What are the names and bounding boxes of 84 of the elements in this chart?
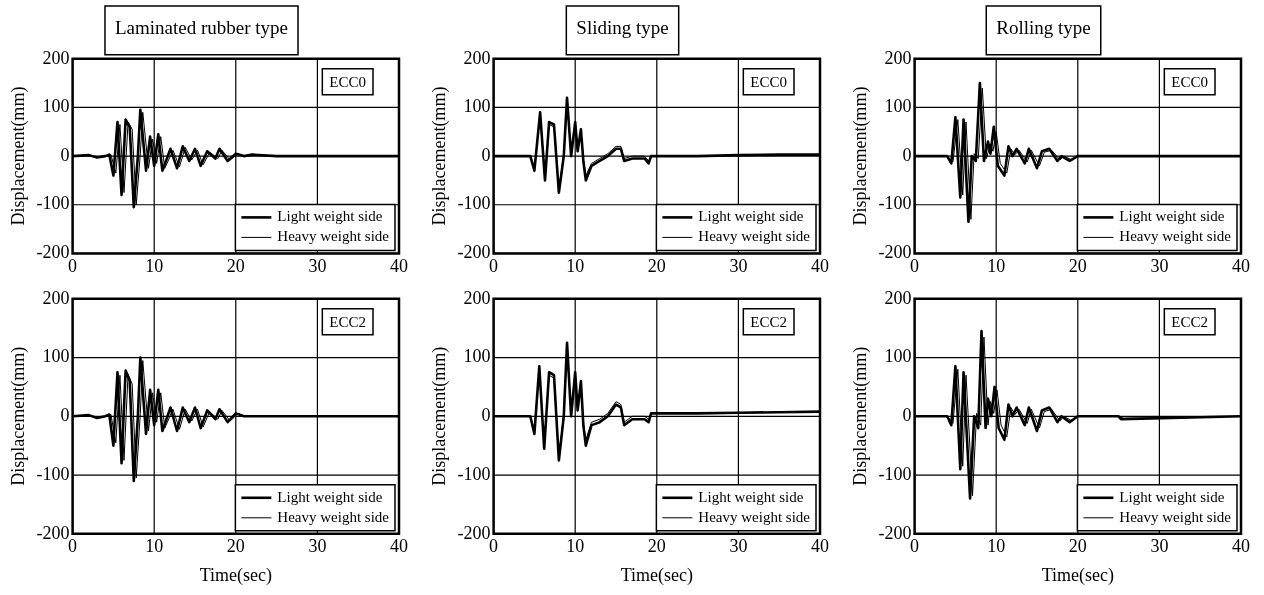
y-axis-title: Displacement(mm) (428, 346, 450, 486)
annotation: ECC0 (750, 73, 788, 90)
legend-label: Light weight side (277, 488, 383, 505)
y-tick-label: 100 (42, 346, 70, 367)
y-tick-label: 100 (884, 346, 912, 367)
annotation: ECC2 (1171, 313, 1209, 330)
x-tick-label: 10 (987, 255, 1006, 276)
y-tick-label: 0 (902, 144, 912, 165)
x-tick-label: 10 (145, 536, 164, 557)
y-tick-label: 200 (463, 47, 491, 68)
x-tick-label: 30 (729, 536, 748, 557)
x-tick-label: 30 (308, 255, 327, 276)
y-tick-label: -200 (878, 242, 912, 263)
y-tick-label: 0 (60, 405, 70, 426)
legend-label: Light weight side (1119, 488, 1225, 505)
x-tick-label: 40 (1232, 536, 1250, 557)
annotation: ECC2 (329, 313, 367, 330)
x-tick-label: 40 (390, 536, 408, 557)
y-tick-label: -100 (457, 193, 491, 214)
y-tick-label: 200 (42, 287, 70, 308)
y-tick-label: 0 (60, 144, 70, 165)
y-tick-label: 200 (884, 287, 912, 308)
x-tick-label: 20 (647, 536, 666, 557)
x-tick-label: 10 (566, 255, 585, 276)
x-tick-label: 20 (1068, 536, 1087, 557)
x-axis-title: Time(sec) (1041, 564, 1114, 586)
y-tick-label: -100 (457, 463, 491, 484)
x-tick-label: 10 (987, 536, 1006, 557)
y-tick-label: -100 (878, 193, 912, 214)
y-tick-label: 100 (463, 96, 491, 117)
x-tick-label: 10 (145, 255, 164, 276)
y-tick-label: 200 (884, 47, 912, 68)
y-tick-label: 100 (884, 96, 912, 117)
legend-label: Light weight side (698, 208, 804, 225)
chart-title: Laminated rubber type (114, 17, 289, 39)
annotation: ECC0 (329, 73, 367, 90)
x-tick-label: 20 (1068, 255, 1087, 276)
x-tick-label: 30 (1150, 255, 1169, 276)
chart-title: Sliding type (576, 17, 669, 39)
y-tick-label: 200 (463, 287, 491, 308)
legend-label: Heavy weight side (698, 228, 811, 245)
legend-label: Light weight side (277, 208, 383, 225)
y-tick-label: 200 (42, 47, 70, 68)
x-tick-label: 20 (647, 255, 666, 276)
x-axis-title: Time(sec) (620, 564, 693, 586)
y-tick-label: 0 (481, 144, 491, 165)
x-tick-label: 40 (1232, 255, 1250, 276)
x-tick-label: 40 (390, 255, 408, 276)
annotation: ECC2 (750, 313, 788, 330)
legend-label: Light weight side (1119, 208, 1225, 225)
y-tick-label: 100 (463, 346, 491, 367)
y-axis-title: Displacement(mm) (849, 346, 871, 486)
chart-title: Rolling type (996, 17, 1091, 39)
y-tick-label: 100 (42, 96, 70, 117)
y-axis-title: Displacement(mm) (7, 346, 29, 486)
x-tick-label: 10 (566, 536, 585, 557)
y-axis-title: Displacement(mm) (849, 86, 871, 226)
y-tick-label: -200 (878, 522, 912, 543)
legend-label: Light weight side (698, 488, 804, 505)
legend-label: Heavy weight side (698, 508, 811, 525)
y-tick-label: -200 (36, 522, 70, 543)
y-tick-label: 0 (902, 405, 912, 426)
y-tick-label: -200 (457, 522, 491, 543)
legend-label: Heavy weight side (277, 508, 390, 525)
x-tick-label: 20 (226, 536, 245, 557)
y-tick-label: -100 (36, 193, 70, 214)
legend-label: Heavy weight side (277, 228, 390, 245)
y-tick-label: 0 (481, 405, 491, 426)
x-tick-label: 30 (1150, 536, 1169, 557)
x-tick-label: 30 (308, 536, 327, 557)
annotation: ECC0 (1171, 73, 1209, 90)
y-tick-label: -100 (878, 463, 912, 484)
x-tick-label: 30 (729, 255, 748, 276)
y-tick-label: -200 (36, 242, 70, 263)
x-tick-label: 40 (811, 536, 829, 557)
x-tick-label: 40 (811, 255, 829, 276)
x-tick-label: 20 (226, 255, 245, 276)
legend-label: Heavy weight side (1119, 228, 1232, 245)
y-axis-title: Displacement(mm) (7, 86, 29, 226)
legend-label: Heavy weight side (1119, 508, 1232, 525)
y-axis-title: Displacement(mm) (428, 86, 450, 226)
y-tick-label: -200 (457, 242, 491, 263)
y-tick-label: -100 (36, 463, 70, 484)
x-axis-title: Time(sec) (199, 564, 272, 586)
